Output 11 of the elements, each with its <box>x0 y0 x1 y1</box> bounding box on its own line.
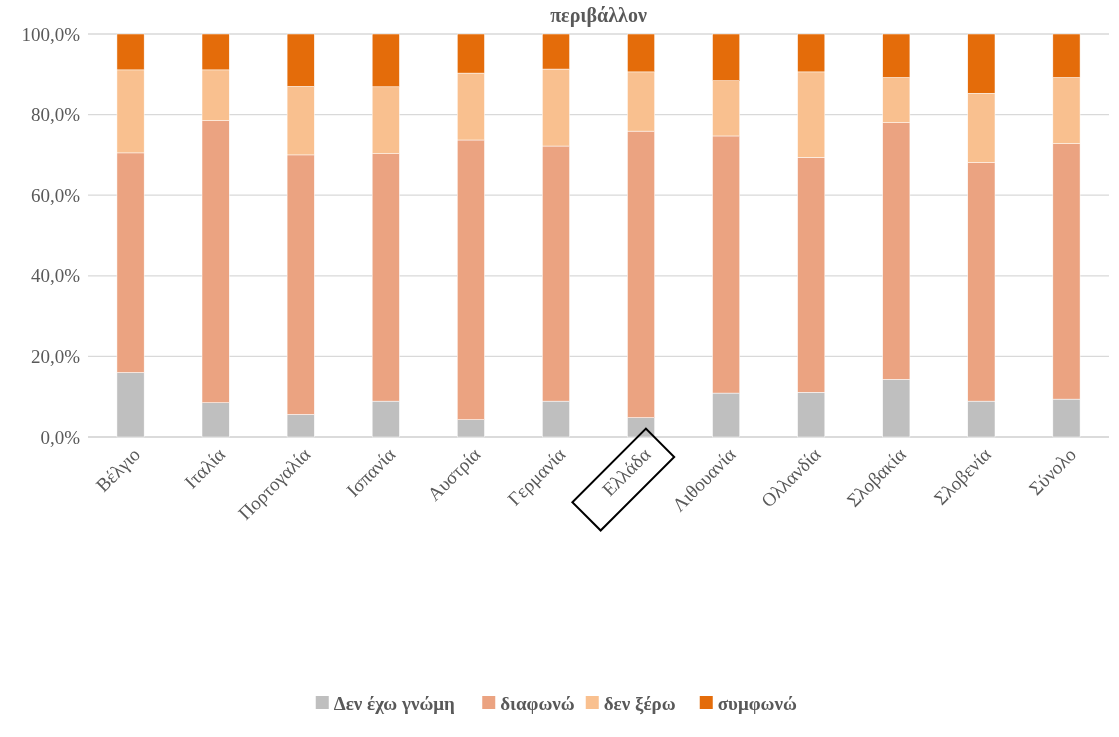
y-tick-label: 80,0% <box>30 104 81 126</box>
chart-title: περιβάλλον <box>550 4 647 27</box>
y-tick-label: 100,0% <box>21 23 81 45</box>
y-tick-label: 20,0% <box>30 346 81 368</box>
legend-label: διαφωνώ <box>500 692 575 714</box>
legend-label: συμφωνώ <box>717 692 797 714</box>
y-tick-label: 60,0% <box>30 184 81 206</box>
y-tick-label: 40,0% <box>30 265 81 287</box>
y-tick-label: 0,0% <box>40 426 81 448</box>
legend-label: Δεν έχω γνώμη <box>333 692 455 714</box>
legend-label: δεν ξέρω <box>603 692 676 715</box>
